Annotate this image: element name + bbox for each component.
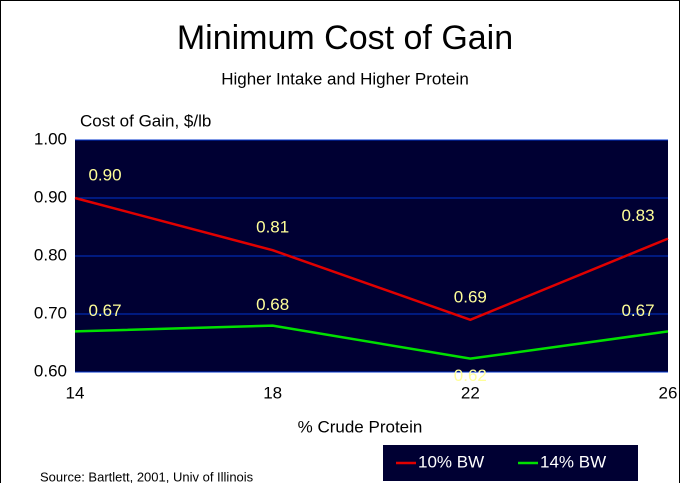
data-label: 0.67 bbox=[88, 301, 121, 320]
source-note: Source: Bartlett, 2001, Univ of Illinois bbox=[40, 469, 254, 483]
data-label: 0.68 bbox=[256, 295, 289, 314]
y-tick-label: 0.70 bbox=[34, 303, 67, 322]
y-axis-label: Cost of Gain, $/lb bbox=[80, 111, 211, 130]
legend-label: 10% BW bbox=[418, 452, 484, 471]
series-line bbox=[74, 324, 669, 360]
series-line bbox=[74, 196, 669, 322]
data-label: 0.83 bbox=[621, 206, 654, 225]
chart-title: Minimum Cost of Gain bbox=[177, 19, 513, 57]
legend-label: 14% BW bbox=[540, 452, 606, 471]
y-tick-label: 1.00 bbox=[34, 129, 67, 148]
data-label: 0.62 bbox=[454, 366, 487, 385]
x-tick-label: 22 bbox=[461, 383, 480, 402]
y-tick-label: 0.80 bbox=[34, 245, 67, 264]
legend-box bbox=[383, 445, 638, 481]
x-tick-label: 14 bbox=[66, 383, 85, 402]
y-tick-label: 0.60 bbox=[34, 361, 67, 380]
chart-subtitle: Higher Intake and Higher Protein bbox=[221, 69, 469, 88]
x-tick-label: 18 bbox=[263, 383, 282, 402]
x-tick-label: 26 bbox=[659, 383, 678, 402]
data-label: 0.90 bbox=[88, 165, 121, 184]
data-label: 0.81 bbox=[256, 218, 289, 237]
data-label: 0.69 bbox=[454, 287, 487, 306]
y-tick-label: 0.90 bbox=[34, 187, 67, 206]
x-axis-label: % Crude Protein bbox=[298, 417, 423, 436]
data-label: 0.67 bbox=[621, 301, 654, 320]
